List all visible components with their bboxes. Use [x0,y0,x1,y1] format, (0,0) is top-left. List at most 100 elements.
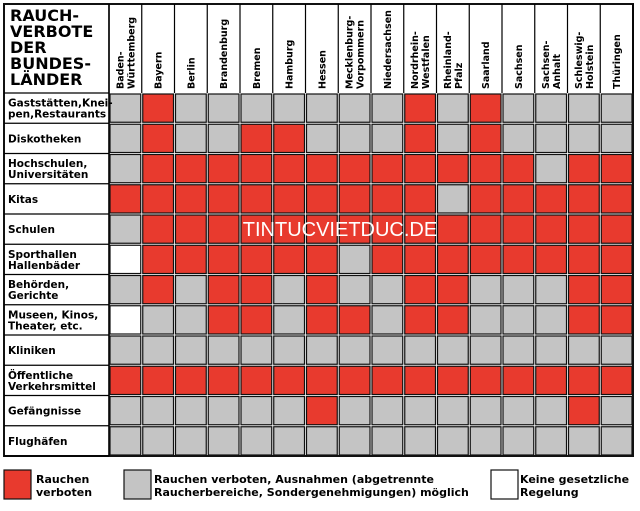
cell-banned [174,244,207,275]
cell-banned [371,153,404,184]
chart-title: VERBOTE [10,22,93,41]
cell-banned [338,153,371,184]
cell-banned-with-exceptions [371,335,404,365]
cell-banned-with-exceptions [535,426,568,456]
cell-banned [436,274,469,305]
cell-no-regulation [109,244,142,275]
cell-banned-with-exceptions [109,93,142,123]
legend-label: Keine gesetzliche [520,473,629,486]
cell-banned-with-exceptions [469,426,502,456]
cell-banned-with-exceptions [174,395,207,426]
cell-banned-with-exceptions [305,335,338,365]
row-label: Diskotheken [8,133,81,145]
cell-banned [207,184,240,214]
cell-banned [273,123,306,154]
cell-banned-with-exceptions [174,274,207,305]
cell-banned [567,395,600,426]
cell-banned [305,305,338,335]
legend-label: Regelung [520,486,579,499]
cell-banned [404,244,437,275]
cell-banned [305,184,338,214]
cell-banned [142,184,175,214]
row-label: Museen, Kinos, [8,309,98,321]
cell-banned [109,365,142,396]
cell-banned-with-exceptions [240,395,273,426]
cell-banned-with-exceptions [174,93,207,123]
cell-banned-with-exceptions [207,93,240,123]
cell-banned [567,214,600,244]
cell-banned-with-exceptions [436,395,469,426]
cell-banned-with-exceptions [502,274,535,305]
cell-banned-with-exceptions [273,395,306,426]
cell-banned-with-exceptions [240,426,273,456]
cell-banned-with-exceptions [338,274,371,305]
row-label: Universitäten [8,169,88,181]
cell-banned [273,153,306,184]
cell-banned [600,365,633,396]
cell-banned-with-exceptions [142,305,175,335]
cell-banned [502,184,535,214]
cell-banned-with-exceptions [240,335,273,365]
column-header: Brandenburg [219,19,230,89]
cell-banned [600,274,633,305]
cell-banned [240,274,273,305]
cell-banned-with-exceptions [273,335,306,365]
column-header: Schleswig- [574,32,585,89]
row-label: Theater, etc. [8,320,83,332]
cell-banned [404,93,437,123]
cell-banned [502,244,535,275]
cell-banned-with-exceptions [502,395,535,426]
row-label: Gefängnisse [8,406,81,418]
cell-banned-with-exceptions [567,93,600,123]
cell-banned [305,153,338,184]
cell-banned-with-exceptions [502,123,535,154]
cell-banned [600,184,633,214]
cell-banned-with-exceptions [371,426,404,456]
cell-banned-with-exceptions [469,274,502,305]
cell-banned [567,184,600,214]
cell-banned-with-exceptions [600,395,633,426]
cell-banned [240,153,273,184]
cell-banned [305,365,338,396]
cell-banned [371,214,404,244]
column-header: Baden- [115,51,126,89]
cell-banned [305,244,338,275]
cell-banned-with-exceptions [502,335,535,365]
column-header: Niedersachsen [383,10,394,89]
cell-banned-with-exceptions [567,335,600,365]
cell-banned-with-exceptions [600,93,633,123]
cell-banned-with-exceptions [436,335,469,365]
cell-banned-with-exceptions [600,123,633,154]
row-label: Schulen [8,224,55,236]
cell-banned-with-exceptions [535,395,568,426]
cell-banned-with-exceptions [535,335,568,365]
cell-banned-with-exceptions [273,305,306,335]
cell-banned-with-exceptions [371,395,404,426]
legend-swatch [490,469,519,500]
cell-banned [240,123,273,154]
cell-banned [436,214,469,244]
cell-banned [240,244,273,275]
cell-banned [338,365,371,396]
cell-banned [567,305,600,335]
cell-banned [371,244,404,275]
cell-banned-with-exceptions [273,274,306,305]
cell-banned-with-exceptions [338,426,371,456]
row-label: Sporthallen [8,249,77,261]
row-label: Hochschulen, [8,158,87,170]
cell-banned [436,305,469,335]
cell-banned-with-exceptions [502,426,535,456]
grid [3,3,634,457]
cell-banned [207,244,240,275]
cell-banned [404,123,437,154]
cell-banned [404,153,437,184]
cell-banned [207,214,240,244]
row-label: Öffentliche [8,368,73,382]
cell-banned-with-exceptions [567,426,600,456]
cell-banned-with-exceptions [338,244,371,275]
cell-banned-with-exceptions [174,305,207,335]
cell-banned [436,365,469,396]
cell-banned [469,184,502,214]
cell-banned-with-exceptions [305,123,338,154]
cell-banned [404,365,437,396]
